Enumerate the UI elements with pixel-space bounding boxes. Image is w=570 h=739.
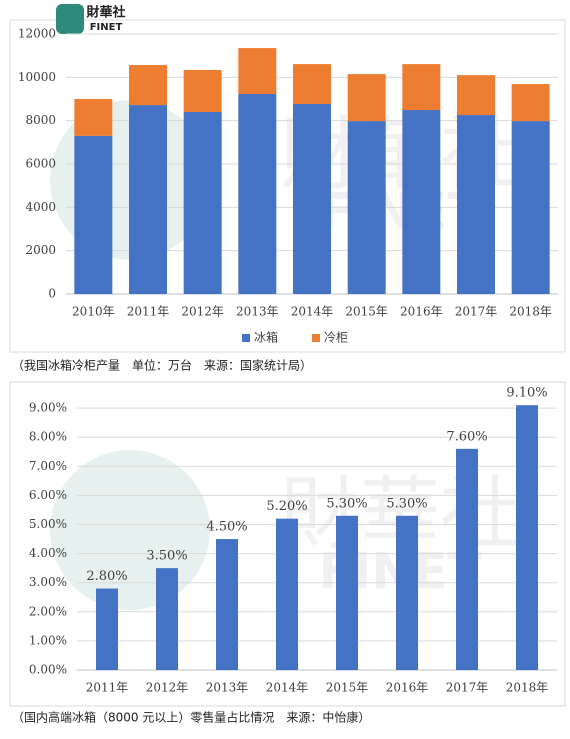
bar: [156, 568, 178, 670]
bar-segment: [183, 69, 222, 112]
y-tick-label: 4000: [25, 200, 56, 214]
x-tick-label: 2018年: [509, 305, 552, 319]
data-label: 5.20%: [266, 499, 307, 514]
logo-badge: [56, 4, 84, 34]
bar-segment: [293, 103, 331, 294]
x-tick-label: 2014年: [291, 305, 334, 319]
y-tick-label: 7.00%: [29, 459, 67, 473]
x-tick-label: 2012年: [146, 681, 189, 695]
x-tick-label: 2011年: [86, 681, 129, 695]
bar-segment: [457, 115, 495, 295]
y-tick-label: 9.00%: [29, 401, 67, 415]
bar-segment: [511, 84, 550, 122]
x-tick-label: 2011年: [127, 305, 170, 319]
x-tick-label: 2013年: [236, 305, 279, 319]
caption: （我国冰箱冷柜产量 单位：万台 来源：国家统计局）: [12, 358, 312, 373]
chart-frame: [9, 381, 566, 707]
data-label: 5.30%: [386, 496, 427, 511]
x-tick-label: 2014年: [266, 681, 309, 695]
y-tick-label: 6.00%: [29, 488, 67, 502]
caption: （国内高端冰箱（8000 元以上）零售量占比情况 来源：中怡康）: [12, 710, 370, 725]
y-tick-label: 10000: [18, 70, 56, 84]
legend-swatch: [242, 334, 250, 342]
y-tick-label: 0.00%: [29, 663, 67, 677]
x-tick-label: 2013年: [206, 681, 249, 695]
data-label: 7.60%: [446, 429, 487, 444]
y-tick-label: 8.00%: [29, 430, 67, 444]
bar: [456, 448, 478, 670]
x-tick-label: 2012年: [181, 305, 224, 319]
y-tick-label: 8000: [25, 113, 56, 127]
y-tick-label: 3.00%: [29, 575, 67, 589]
bar-segment: [183, 112, 222, 294]
x-tick-label: 2016年: [400, 305, 443, 319]
bar: [516, 405, 538, 670]
watermark-circle: [50, 450, 210, 610]
bar-segment: [238, 48, 277, 95]
x-tick-label: 2017年: [455, 305, 498, 319]
data-label: 2.80%: [86, 569, 127, 584]
bar-segment: [511, 121, 550, 294]
bar-segment: [402, 64, 441, 111]
bar: [336, 515, 358, 670]
logo-text: 財華社: [85, 5, 125, 21]
bar-segment: [402, 110, 441, 294]
y-tick-label: 0: [48, 287, 56, 301]
bar-segment: [457, 75, 495, 116]
logo: 財華社 FINET: [56, 4, 126, 34]
y-tick-label: 2000: [25, 243, 56, 257]
bar-segment: [347, 74, 386, 122]
bar-segment: [129, 64, 167, 106]
bar-segment: [129, 105, 167, 294]
data-label: 4.50%: [206, 520, 247, 535]
x-tick-label: 2018年: [506, 681, 549, 695]
bar-segment: [293, 64, 331, 104]
y-tick-label: 5.00%: [29, 517, 67, 531]
data-label: 9.10%: [506, 386, 547, 401]
data-label: 3.50%: [146, 549, 187, 564]
legend-swatch: [312, 334, 320, 342]
bar: [216, 539, 238, 670]
bar: [96, 588, 118, 670]
bar-segment: [238, 94, 277, 295]
watermark-subtext: FINET: [319, 183, 482, 241]
x-tick-label: 2017年: [446, 681, 489, 695]
bar-segment: [347, 121, 386, 294]
x-tick-label: 2015年: [326, 681, 369, 695]
y-tick-label: 6000: [25, 157, 56, 171]
x-tick-label: 2016年: [386, 681, 429, 695]
y-tick-label: 4.00%: [29, 546, 67, 560]
legend-label: 冰箱: [254, 330, 278, 345]
legend-label: 冷柜: [324, 331, 348, 345]
y-tick-label: 1.00%: [29, 633, 67, 647]
data-label: 5.30%: [326, 496, 367, 511]
bar-segment: [74, 99, 113, 136]
logo-subtext: FINET: [90, 22, 123, 33]
x-tick-label: 2010年: [72, 305, 115, 319]
bar: [396, 515, 418, 670]
y-tick-label: 2.00%: [29, 604, 67, 618]
bar: [276, 518, 298, 670]
bar-segment: [74, 135, 113, 294]
x-tick-label: 2015年: [345, 305, 388, 319]
chart-frame: [9, 19, 566, 353]
y-tick-label: 12000: [18, 27, 56, 41]
